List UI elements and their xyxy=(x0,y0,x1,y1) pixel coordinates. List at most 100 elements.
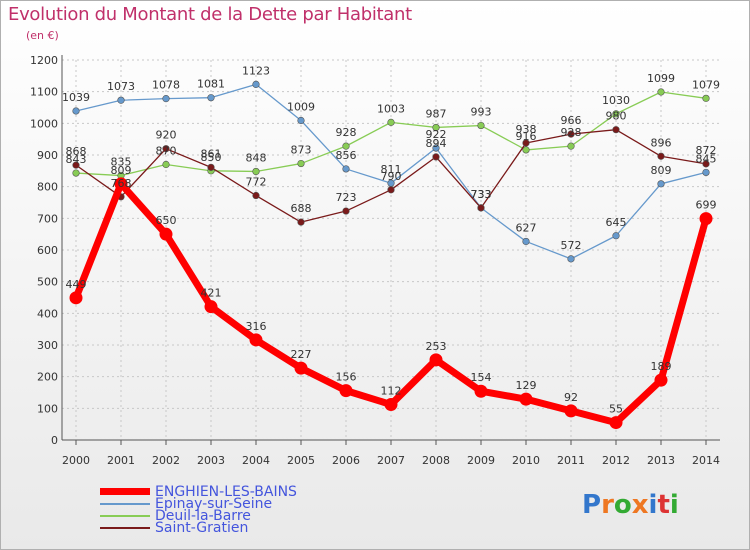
data-label: 1039 xyxy=(62,91,90,104)
x-tick-label: 2010 xyxy=(512,454,540,467)
legend-item[interactable]: Saint-Gratien xyxy=(100,520,360,536)
data-point[interactable] xyxy=(564,404,578,418)
data-point[interactable] xyxy=(474,384,488,398)
data-point[interactable] xyxy=(252,80,260,88)
y-tick-label: 300 xyxy=(37,339,58,352)
data-point[interactable] xyxy=(387,118,395,126)
data-label: 928 xyxy=(336,126,357,139)
legend-label: Saint-Gratien xyxy=(155,520,249,536)
y-tick-label: 1200 xyxy=(30,54,58,67)
logo-letter: r xyxy=(601,490,614,520)
data-label: 848 xyxy=(246,151,267,164)
data-point[interactable] xyxy=(342,207,350,215)
data-label: 856 xyxy=(336,149,357,162)
data-label: 156 xyxy=(336,371,357,384)
x-tick-label: 2004 xyxy=(242,454,270,467)
logo-letter: P xyxy=(582,490,602,520)
y-tick-label: 400 xyxy=(37,307,58,320)
data-point[interactable] xyxy=(654,373,668,387)
data-point[interactable] xyxy=(432,123,440,132)
data-point[interactable] xyxy=(699,212,713,226)
chart-title: Evolution du Montant de la Dette par Hab… xyxy=(8,4,412,25)
data-label: 129 xyxy=(516,379,537,392)
data-point[interactable] xyxy=(72,161,80,169)
data-point[interactable] xyxy=(117,96,125,104)
data-point[interactable] xyxy=(204,300,218,314)
data-point[interactable] xyxy=(429,353,443,367)
data-label: 861 xyxy=(201,147,222,160)
data-label: 316 xyxy=(246,320,267,333)
data-point[interactable] xyxy=(477,204,485,212)
data-point[interactable] xyxy=(657,152,665,160)
legend-swatch xyxy=(100,527,150,529)
data-point[interactable] xyxy=(297,116,305,125)
data-label: 55 xyxy=(609,403,623,416)
data-point[interactable] xyxy=(522,139,530,147)
data-point[interactable] xyxy=(612,232,620,240)
data-point[interactable] xyxy=(297,218,305,226)
data-point[interactable] xyxy=(249,333,263,347)
data-point[interactable] xyxy=(567,130,575,138)
data-point[interactable] xyxy=(294,361,308,375)
legend-item[interactable]: Epinay-sur-Seine xyxy=(100,496,360,512)
x-tick-label: 2002 xyxy=(152,454,180,467)
data-label: 870 xyxy=(156,145,177,158)
legend-swatch xyxy=(100,503,150,505)
data-point[interactable] xyxy=(72,107,80,115)
data-point[interactable] xyxy=(72,169,80,177)
data-label: 843 xyxy=(66,153,87,166)
data-point[interactable] xyxy=(609,416,623,430)
data-point[interactable] xyxy=(432,153,440,161)
data-point[interactable] xyxy=(612,110,620,118)
data-point[interactable] xyxy=(519,392,533,406)
data-point[interactable] xyxy=(432,144,440,152)
legend-item[interactable]: Deuil-la-Barre xyxy=(100,508,360,524)
data-point[interactable] xyxy=(567,142,575,150)
data-label: 1079 xyxy=(692,78,720,91)
data-point[interactable] xyxy=(342,165,350,173)
data-point[interactable] xyxy=(384,398,398,412)
data-point[interactable] xyxy=(612,126,620,134)
data-point[interactable] xyxy=(702,94,710,102)
data-label: 809 xyxy=(651,164,672,177)
x-tick-label: 2012 xyxy=(602,454,630,467)
legend-label: Epinay-sur-Seine xyxy=(155,496,273,512)
data-label: 688 xyxy=(291,202,312,215)
data-label: 227 xyxy=(291,348,312,361)
data-point[interactable] xyxy=(159,227,173,241)
data-label: 92 xyxy=(564,391,578,404)
data-label: 650 xyxy=(156,214,177,227)
data-point[interactable] xyxy=(252,167,260,176)
logo-letter: x xyxy=(631,490,649,520)
x-tick-label: 2003 xyxy=(197,454,225,467)
data-point[interactable] xyxy=(657,88,665,96)
y-tick-label: 200 xyxy=(37,371,58,384)
data-point[interactable] xyxy=(702,160,710,168)
data-point[interactable] xyxy=(69,291,83,305)
legend-label: Deuil-la-Barre xyxy=(155,508,251,524)
proxiti-logo: Proxiti xyxy=(582,490,679,520)
data-point[interactable] xyxy=(339,384,353,398)
y-tick-label: 600 xyxy=(37,244,58,257)
legend-item[interactable]: ENGHIEN-LES-BAINS xyxy=(100,484,360,500)
x-tick-label: 2006 xyxy=(332,454,360,467)
data-point[interactable] xyxy=(567,255,575,263)
data-point[interactable] xyxy=(162,160,170,169)
data-point[interactable] xyxy=(702,168,710,177)
data-point[interactable] xyxy=(114,177,128,191)
data-point[interactable] xyxy=(297,159,305,168)
data-point[interactable] xyxy=(522,146,530,154)
data-point[interactable] xyxy=(342,142,350,150)
data-point[interactable] xyxy=(477,121,485,130)
data-point[interactable] xyxy=(207,94,215,102)
logo-letter: t xyxy=(657,490,670,520)
data-label: 966 xyxy=(561,114,582,127)
data-point[interactable] xyxy=(207,163,215,171)
data-label: 723 xyxy=(336,191,357,204)
data-point[interactable] xyxy=(162,145,170,153)
data-point[interactable] xyxy=(657,180,665,188)
data-point[interactable] xyxy=(252,191,260,200)
data-point[interactable] xyxy=(387,186,395,194)
data-point[interactable] xyxy=(162,95,170,103)
data-point[interactable] xyxy=(522,237,530,246)
